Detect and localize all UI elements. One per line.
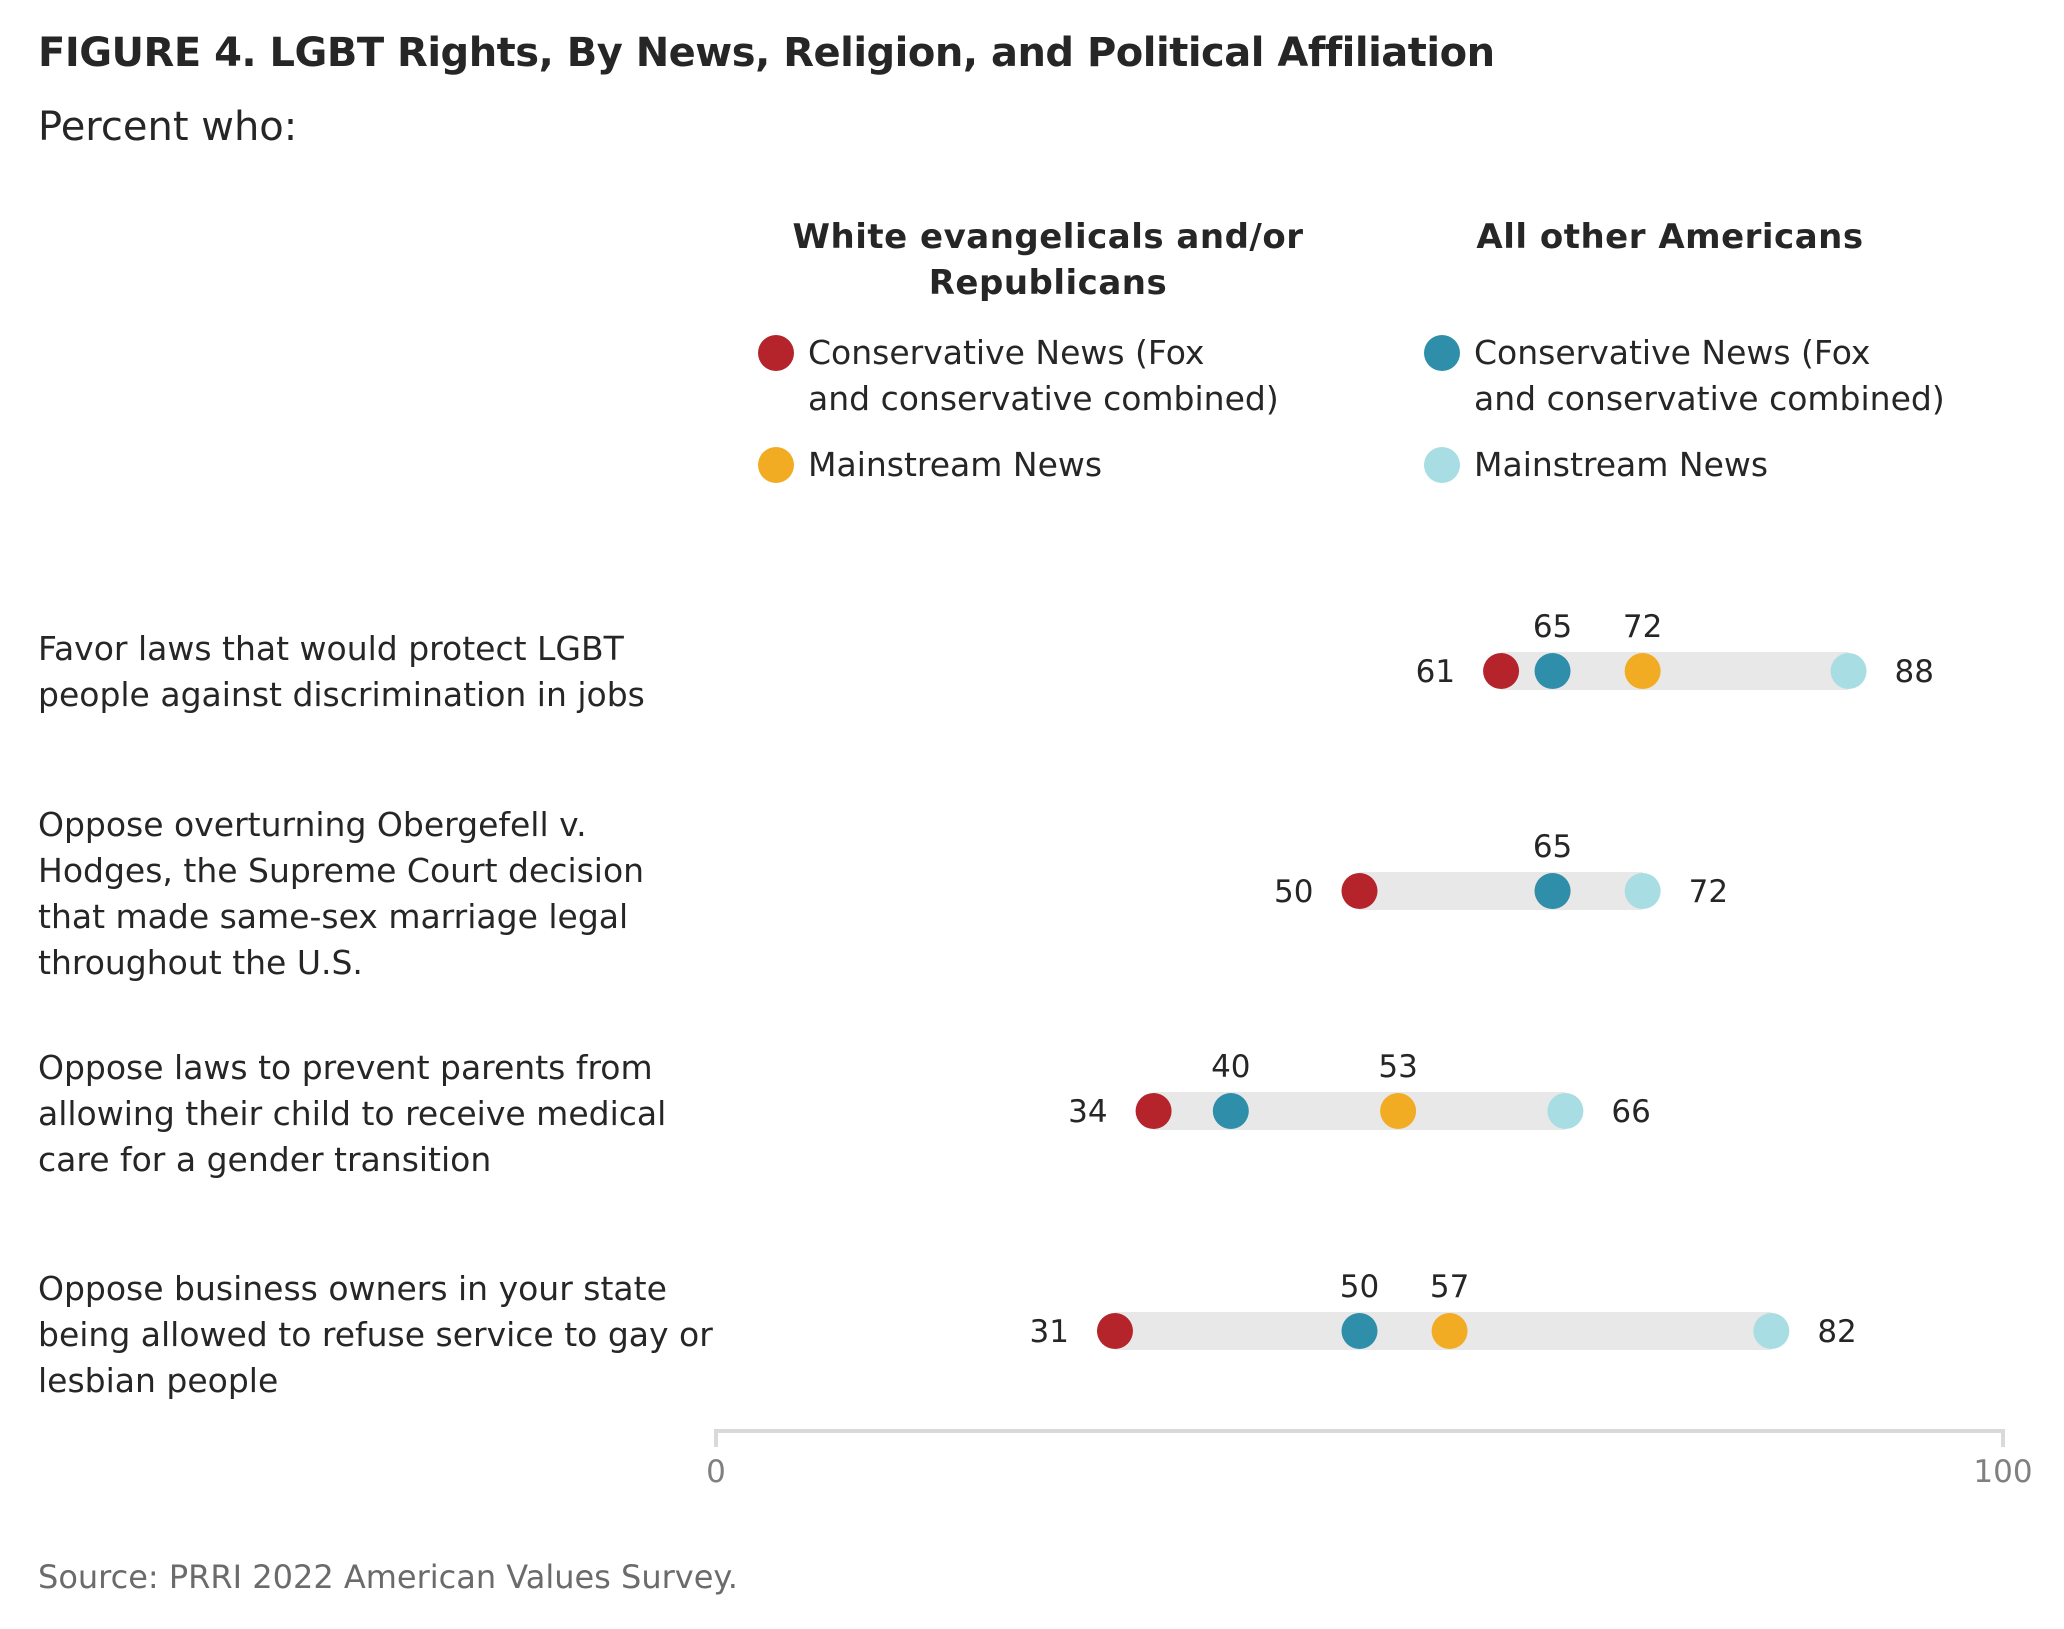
data-point — [1431, 1313, 1468, 1349]
data-label: 65 — [1533, 609, 1572, 645]
data-label: 34 — [1068, 1094, 1107, 1130]
data-label: 65 — [1533, 829, 1572, 865]
legend-label: Mainstream News — [808, 445, 1103, 484]
data-point — [1483, 653, 1520, 689]
legend-swatch — [1424, 335, 1460, 371]
row-label-refuse-service: Oppose business owners in your state bei… — [38, 1269, 713, 1400]
data-label: 50 — [1274, 874, 1313, 910]
group-heading-white-evangelicals: White evangelicals and/or Republicans — [792, 217, 1304, 303]
legend-item-mainstream-news-wer: Mainstream News — [758, 442, 1102, 488]
data-point — [1212, 1093, 1249, 1129]
data-point — [1534, 653, 1571, 689]
data-label: 88 — [1895, 654, 1934, 690]
source-note: Source: PRRI 2022 American Values Survey… — [38, 1558, 738, 1596]
group-heading-all-other: All other Americans — [1476, 217, 1864, 257]
data-point — [1380, 1093, 1417, 1129]
data-point — [1341, 1313, 1378, 1349]
chart-title: FIGURE 4. LGBT Rights, By News, Religion… — [38, 30, 1495, 76]
chart-subtitle: Percent who: — [38, 104, 298, 150]
data-label: 61 — [1416, 654, 1455, 690]
legend-swatch — [1424, 447, 1460, 483]
data-label: 82 — [1817, 1314, 1856, 1350]
data-point — [1547, 1093, 1584, 1129]
data-label: 72 — [1689, 874, 1728, 910]
data-label: 57 — [1430, 1269, 1469, 1305]
data-label: 50 — [1340, 1269, 1379, 1305]
data-label: 31 — [1030, 1314, 1069, 1350]
legend-item-conservative-news-wer: Conservative News (Fox and conservative … — [758, 330, 1279, 422]
data-point — [1096, 1313, 1133, 1349]
data-label: 66 — [1611, 1094, 1650, 1130]
data-point — [1135, 1093, 1172, 1129]
data-point — [1753, 1313, 1790, 1349]
data-point — [1624, 873, 1661, 909]
data-label: 53 — [1378, 1049, 1417, 1085]
x-axis-tick-label: 100 — [1973, 1454, 2032, 1490]
legend-swatch — [758, 335, 794, 371]
legend-label: Mainstream News — [1474, 445, 1769, 484]
row-label-obergefell: Oppose overturning Obergefell v. Hodges,… — [38, 805, 645, 982]
data-label: 72 — [1623, 609, 1662, 645]
data-point — [1341, 873, 1378, 909]
legend-label: Conservative News (Fox and conservative … — [808, 333, 1279, 418]
data-point — [1830, 653, 1867, 689]
legend-item-conservative-news-other: Conservative News (Fox and conservative … — [1424, 330, 1945, 422]
legend-swatch — [758, 447, 794, 483]
row-label-gender-transition: Oppose laws to prevent parents from allo… — [38, 1048, 667, 1179]
legend-item-mainstream-news-other: Mainstream News — [1424, 442, 1768, 488]
data-label: 40 — [1211, 1049, 1250, 1085]
row-label-protect-lgbt: Favor laws that would protect LGBT peopl… — [38, 629, 645, 714]
legend-label: Conservative News (Fox and conservative … — [1474, 333, 1945, 418]
x-axis-tick-label: 0 — [706, 1454, 726, 1490]
data-point — [1534, 873, 1571, 909]
data-point — [1624, 653, 1661, 689]
